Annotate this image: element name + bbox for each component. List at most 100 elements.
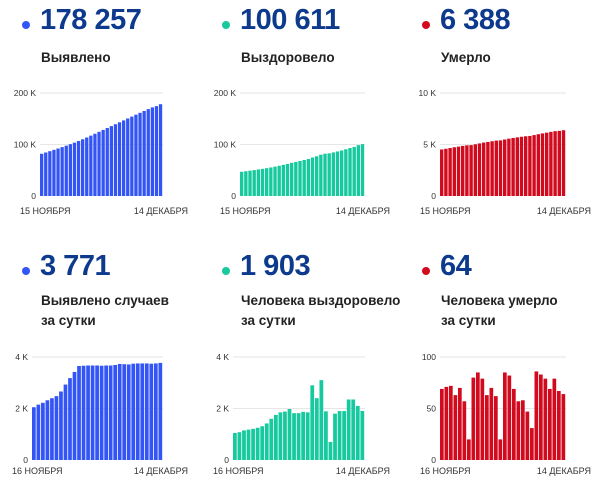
bar (549, 131, 553, 196)
x-start-label: 15 НОЯБРЯ (20, 206, 71, 216)
bar (113, 124, 118, 196)
bar (138, 112, 142, 196)
y-tick-label: 4 K (216, 352, 229, 362)
bar (40, 153, 44, 196)
y-tick-label: 0 (31, 191, 36, 201)
legend-dot-icon (22, 21, 30, 29)
bar (480, 378, 485, 460)
bar (95, 365, 99, 460)
y-tick-label: 200 K (14, 88, 37, 98)
bar (462, 401, 467, 460)
bar (327, 153, 331, 196)
bar (512, 388, 516, 460)
bar (545, 132, 549, 196)
bar (140, 363, 145, 460)
bar (540, 133, 545, 196)
bar (340, 150, 344, 196)
deaths-daily-label: Человека умерло за сутки (441, 293, 558, 328)
bar (467, 439, 471, 460)
bar (237, 432, 242, 460)
bar (333, 413, 337, 460)
bar (503, 139, 507, 196)
y-tick-label: 100 K (214, 140, 237, 150)
legend-dot-icon (222, 21, 230, 29)
bar (72, 371, 77, 460)
bar (344, 149, 348, 196)
bar (516, 401, 521, 460)
bar (54, 396, 59, 460)
x-end-label: 14 ДЕКАБРЯ (134, 466, 188, 476)
y-tick-label: 0 (224, 455, 229, 465)
bar (319, 380, 324, 460)
bar (346, 399, 351, 460)
bar (117, 363, 122, 460)
bar (489, 387, 494, 460)
bar (93, 133, 97, 196)
bar (64, 145, 68, 196)
legend-dot-icon (422, 267, 430, 275)
bar (539, 374, 543, 460)
recovered-total-value: 100 611 (240, 4, 340, 36)
bar (48, 151, 52, 196)
bar (490, 141, 494, 196)
bar (553, 131, 557, 196)
bar (494, 396, 498, 460)
x-end-label: 14 ДЕКАБРЯ (336, 206, 390, 216)
bar (536, 134, 540, 196)
detected-daily-label: Выявлено случаев за сутки (41, 293, 169, 328)
x-start-label: 15 НОЯБРЯ (220, 206, 271, 216)
bar (44, 152, 48, 196)
bar (557, 130, 561, 196)
bar (498, 140, 503, 196)
bar (97, 131, 101, 196)
bar (233, 432, 237, 460)
bar (273, 414, 278, 460)
y-tick-label: 100 K (14, 140, 37, 150)
bar (105, 128, 109, 196)
bar (126, 364, 131, 460)
bar (260, 426, 265, 460)
bar (56, 148, 60, 196)
bar (296, 413, 301, 460)
legend-dot-icon (22, 267, 30, 275)
y-tick-label: 50 (427, 404, 437, 414)
bar (561, 394, 566, 460)
bar (515, 137, 519, 196)
bar (242, 430, 246, 460)
bar (440, 149, 444, 196)
bar (264, 423, 269, 460)
deaths-total-label: Умерло (441, 50, 491, 65)
recovered-total-label: Выздоровело (241, 50, 335, 65)
detected-daily-value: 3 771 (40, 250, 111, 282)
legend-dot-icon (422, 21, 430, 29)
bar (524, 136, 528, 196)
bar (465, 145, 469, 196)
bar (104, 365, 108, 460)
y-tick-label: 10 K (419, 88, 437, 98)
bar (351, 399, 356, 460)
y-tick-label: 0 (23, 455, 28, 465)
x-start-label: 16 НОЯБРЯ (213, 466, 264, 476)
bar (498, 439, 503, 460)
bar (130, 116, 134, 196)
bar (552, 378, 557, 460)
bar (348, 148, 352, 196)
bar (41, 402, 45, 460)
detected-total-label: Выявлено (41, 50, 111, 65)
bar (477, 143, 482, 196)
bar (292, 413, 296, 460)
bar (32, 407, 36, 460)
x-end-label: 14 ДЕКАБРЯ (537, 466, 591, 476)
bar (557, 390, 561, 460)
bar (319, 154, 323, 196)
bar (360, 410, 365, 460)
x-start-label: 15 НОЯБРЯ (420, 206, 471, 216)
bar (461, 145, 465, 196)
bar (251, 428, 255, 460)
bar (324, 411, 328, 460)
bar (108, 365, 113, 460)
detected-total-value: 178 257 (40, 4, 142, 36)
